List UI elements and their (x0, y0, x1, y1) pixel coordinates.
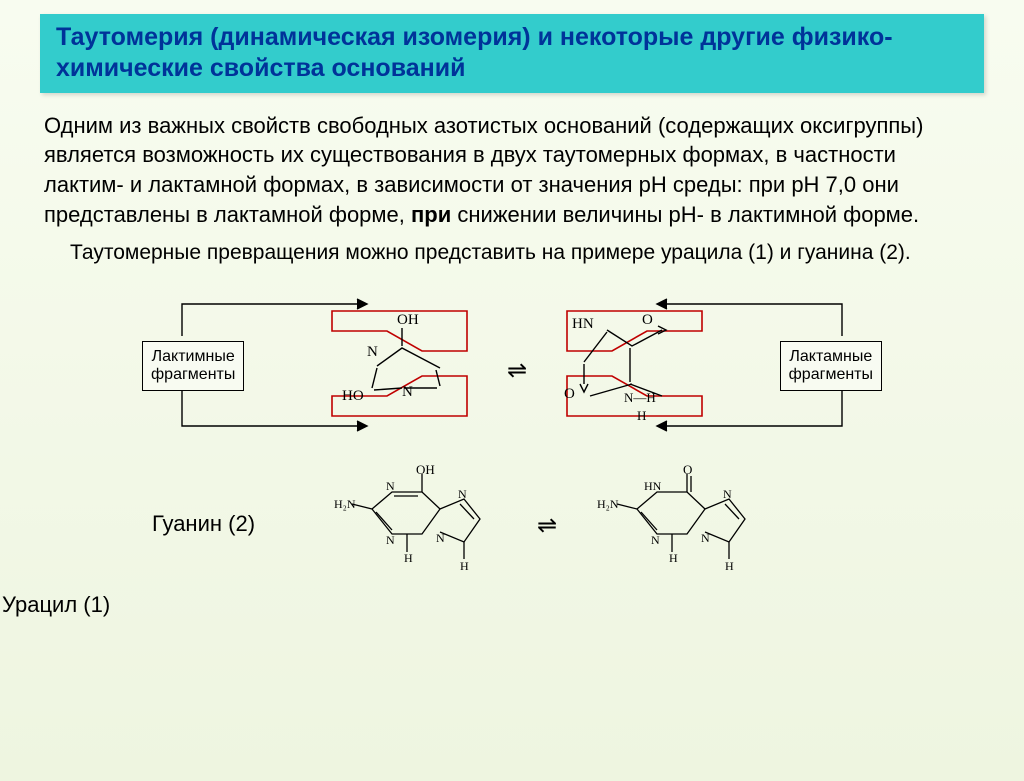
lactim-fragments-label: Лактимныефрагменты (142, 341, 244, 392)
slide-title: Таутомерия (динамическая изомерия) и нек… (40, 14, 984, 93)
svg-text:O: O (683, 464, 692, 477)
svg-text:H: H (669, 551, 678, 565)
svg-text:H: H (404, 551, 413, 565)
svg-text:H: H (725, 559, 734, 573)
svg-text:HN: HN (644, 479, 662, 493)
guanine-lactam: O HN N H₂N N N H H (592, 464, 772, 599)
svg-text:N: N (436, 531, 445, 545)
svg-text:H₂N: H₂N (597, 497, 619, 511)
uracil-caption: Урацил (1) (2, 592, 110, 618)
paragraph-2: Таутомерные превращения можно представит… (70, 239, 980, 267)
atom-h-1: H (637, 408, 646, 424)
svg-text:N: N (386, 533, 395, 547)
guanine-caption: Гуанин (2) (152, 511, 255, 537)
guanine-lactim: OH N N H₂N N N H H (332, 464, 502, 599)
svg-text:H₂N: H₂N (334, 497, 356, 511)
svg-text:H: H (460, 559, 469, 573)
svg-text:N: N (723, 487, 732, 501)
uracil-diagram: Лактимныефрагменты Лактамныефрагменты OH… (102, 286, 922, 446)
atom-ho-1: HO (342, 388, 364, 405)
guanine-diagram: Гуанин (2) OH N N H₂N N N H (102, 456, 922, 606)
svg-text:N: N (701, 531, 710, 545)
paragraph-1: Одним из важных свойств свободных азотис… (44, 111, 980, 230)
equilibrium-arrow-2: ⇌ (517, 511, 577, 540)
svg-text:OH: OH (416, 464, 435, 477)
svg-text:N: N (651, 533, 660, 547)
equilibrium-arrow-1: ⇌ (492, 356, 542, 385)
svg-text:N: N (386, 479, 395, 493)
lactam-fragments-label: Лактамныефрагменты (780, 341, 882, 392)
svg-text:N: N (458, 487, 467, 501)
para1-text-c: снижении величины pH- в лактимной форме. (451, 202, 919, 227)
para1-bold: при (411, 202, 451, 227)
